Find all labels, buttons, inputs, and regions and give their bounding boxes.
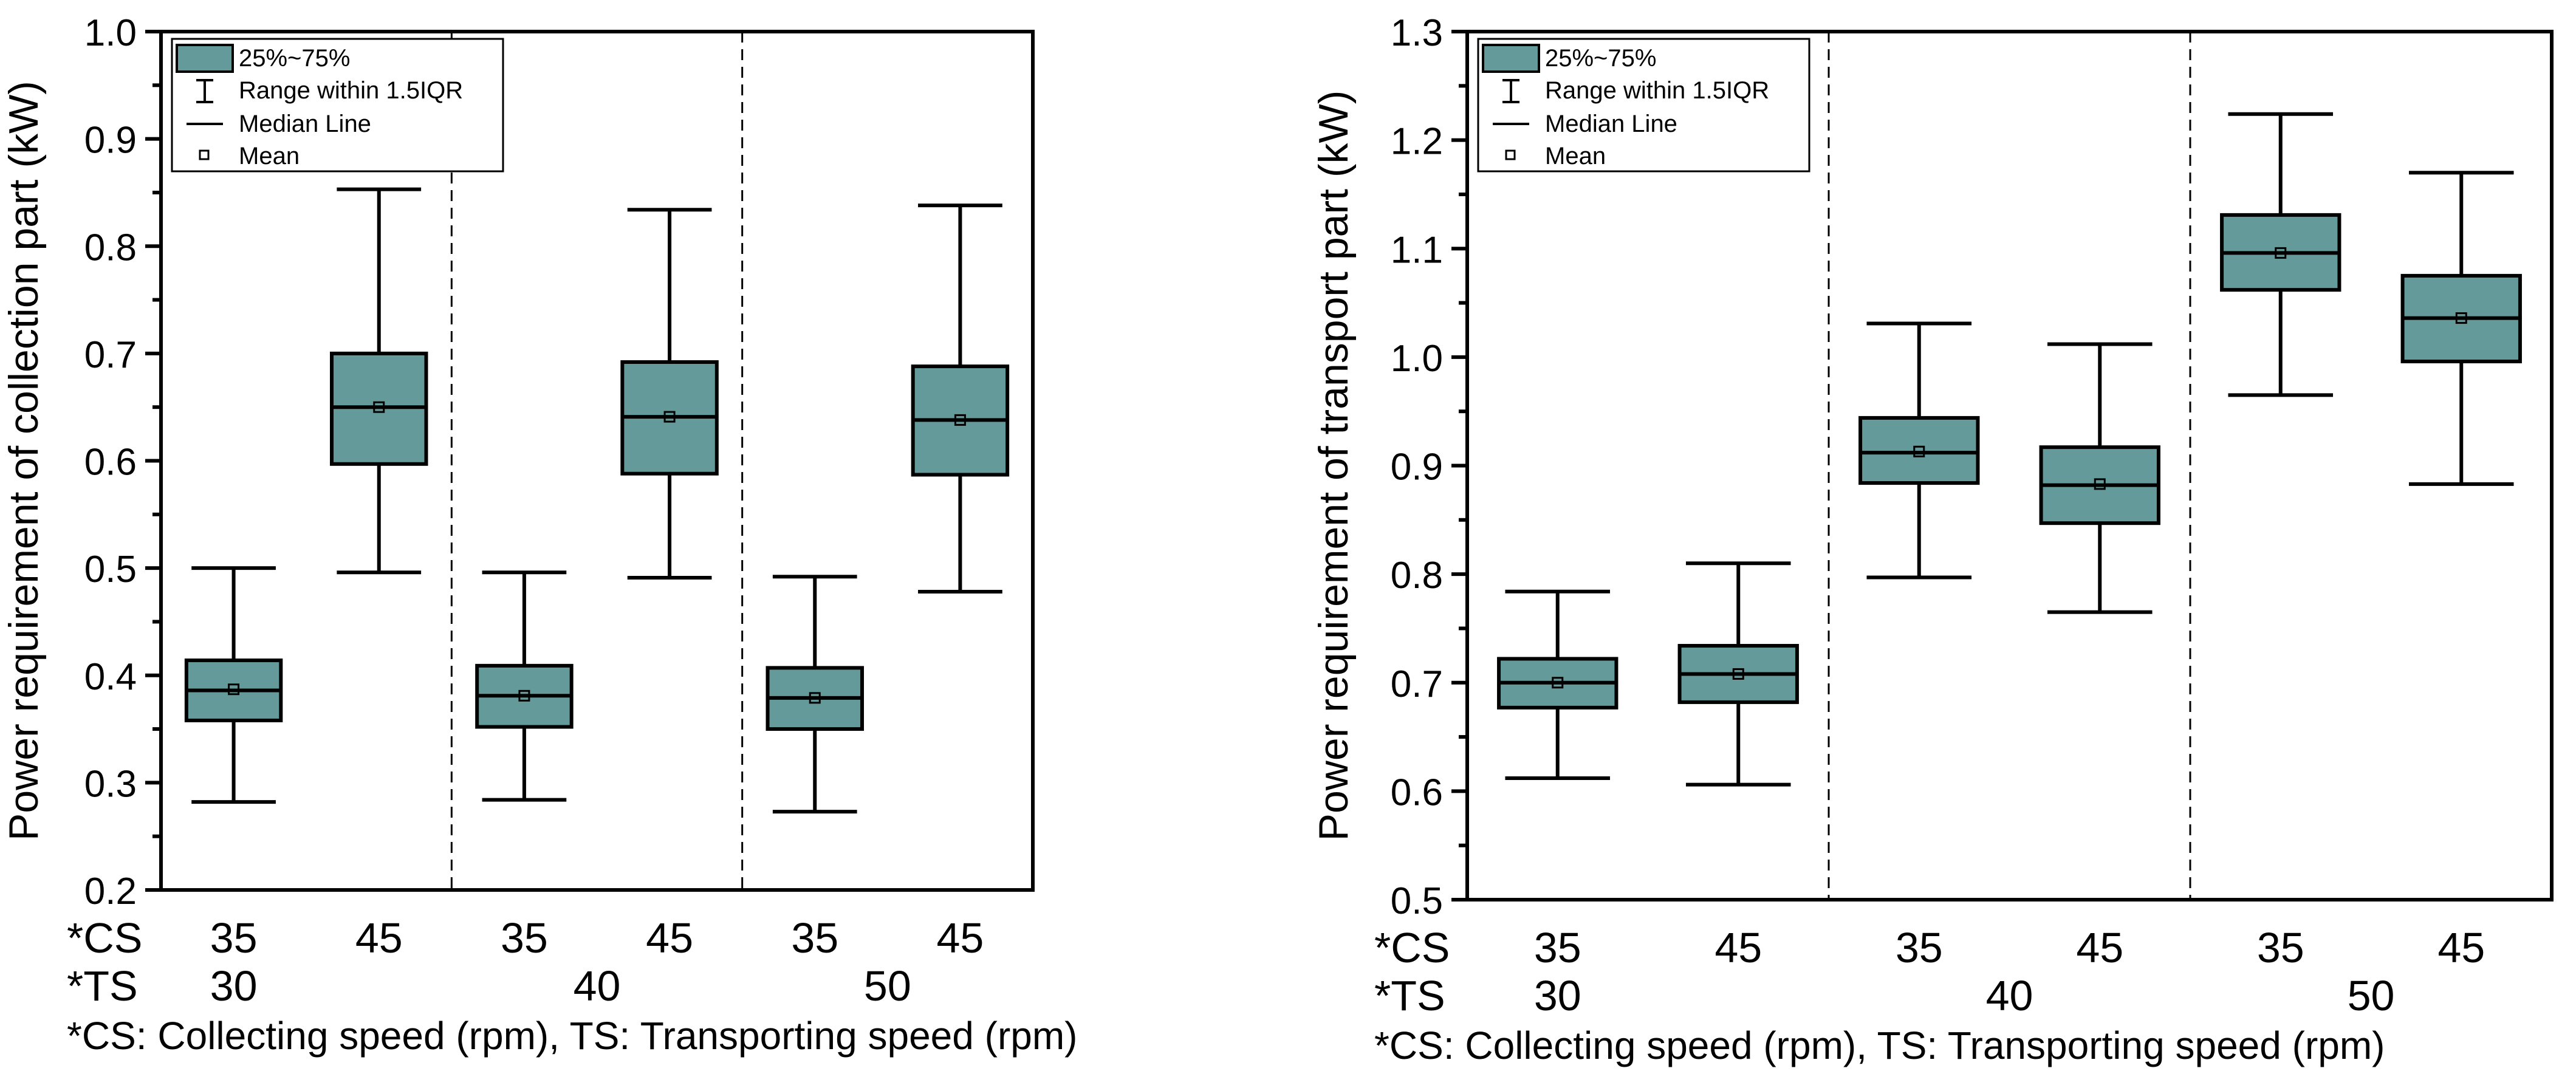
cs-tick-label: 35 [210, 914, 258, 962]
mean-marker [1913, 445, 1925, 457]
legend-swatch [176, 44, 234, 73]
y-tick-label: 1.1 [1391, 229, 1443, 271]
y-tick-label: 0.4 [84, 656, 137, 698]
y-tick-label: 0.7 [1391, 663, 1443, 705]
box-ts30-cs45 [330, 187, 428, 575]
box-ts50-cs45 [2400, 171, 2522, 486]
y-tick-label: 0.6 [84, 442, 137, 484]
cs-tick-label: 35 [1534, 924, 1581, 971]
cs-tick-label: 45 [2437, 924, 2485, 971]
footnote: *CS: Collecting speed (rpm), TS: Transpo… [1374, 1024, 2385, 1067]
legend-swatch [1482, 44, 1540, 73]
cs-tick-label: 35 [2257, 924, 2304, 971]
y-tick-label: 0.8 [84, 227, 137, 269]
footnote: *CS: Collecting speed (rpm), TS: Transpo… [67, 1014, 1077, 1058]
y-tick-label: 1.0 [1391, 338, 1443, 380]
y-tick-label: 0.3 [84, 763, 137, 805]
legend-label: 25%~75% [1545, 45, 1656, 72]
legend-mean-marker [199, 149, 210, 160]
legend-label: Median Line [1545, 111, 1677, 137]
mean-marker [373, 401, 385, 413]
ts-tick-label: 30 [210, 962, 258, 1010]
box-ts40-cs35 [1858, 321, 1980, 580]
legend-mean-marker [1505, 149, 1516, 160]
box-ts30-cs35 [1497, 589, 1619, 780]
chart-panel-1: 0.2 0.3 0.4 0.5 0.6 0.7 0.8 0.9 1.0 Power require… [1, 12, 1077, 1058]
cs-tick-label: 45 [1714, 924, 1762, 971]
cs-tick-label: 45 [646, 914, 693, 962]
cs-tick-label: 45 [355, 914, 403, 962]
cs-tick-label: 45 [936, 914, 984, 962]
y-tick-label: 1.3 [1391, 12, 1443, 54]
ts-tick-label: 50 [2348, 972, 2395, 1019]
ts-row-label: *TS [67, 962, 138, 1010]
ts-tick-label: 40 [574, 962, 621, 1010]
y-tick-label: 1.0 [84, 12, 137, 54]
cs-row-label: *CS [1374, 924, 1450, 971]
y-tick-label: 0.9 [1391, 446, 1443, 488]
mean-marker [1552, 677, 1564, 689]
legend: 25%~75% Range within 1.5IQR Median Line Mea… [171, 38, 504, 173]
box-ts50-cs45 [911, 204, 1010, 594]
mean-marker [2455, 312, 2467, 324]
mean-marker [1732, 668, 1744, 680]
plot-frame [159, 30, 1035, 892]
mean-marker [809, 692, 821, 704]
y-axis-title: Power requirement of collection part (kW… [1, 81, 47, 841]
box-ts40-cs45 [2039, 342, 2160, 614]
legend-label: Mean [239, 143, 300, 169]
ts-row-label: *TS [1374, 972, 1445, 1019]
legend: 25%~75% Range within 1.5IQR Median Line Mea… [1477, 38, 1810, 173]
mean-marker [663, 411, 676, 423]
legend-label: Mean [1545, 143, 1606, 169]
mean-marker [2094, 478, 2106, 490]
box-ts30-cs35 [184, 566, 283, 804]
plot-frame [1465, 30, 2554, 902]
ts-tick-label: 40 [1986, 972, 2033, 1019]
chart-panel-2: 0.5 0.6 0.7 0.8 0.9 1.0 1.1 1.2 1.3 Power require… [1310, 12, 2554, 1067]
box-ts40-cs45 [620, 208, 719, 580]
mean-marker [228, 683, 240, 696]
y-tick-label: 1.2 [1391, 121, 1443, 163]
mean-marker [2275, 247, 2287, 259]
y-tick-label: 0.9 [84, 120, 137, 162]
cs-tick-label: 35 [501, 914, 548, 962]
box-ts40-cs35 [475, 570, 574, 802]
legend-label: Range within 1.5IQR [239, 77, 463, 104]
legend-label: 25%~75% [239, 45, 350, 72]
legend-label: Median Line [239, 111, 371, 137]
ts-tick-label: 30 [1534, 972, 1581, 1019]
cs-row-label: *CS [67, 914, 142, 962]
y-tick-label: 0.8 [1391, 555, 1443, 597]
y-tick-label: 0.5 [1391, 880, 1443, 922]
box-ts50-cs35 [2220, 112, 2341, 397]
cs-tick-label: 35 [1896, 924, 1943, 971]
cs-tick-label: 45 [2076, 924, 2123, 971]
mean-marker [518, 689, 530, 702]
ts-tick-label: 50 [864, 962, 911, 1010]
y-axis-title: Power requirement of transport part (kW) [1310, 91, 1357, 841]
legend-label: Range within 1.5IQR [1545, 77, 1769, 104]
y-tick-label: 0.7 [84, 334, 137, 376]
y-tick-label: 0.6 [1391, 772, 1443, 813]
mean-marker [954, 414, 966, 426]
box-ts50-cs35 [766, 575, 864, 814]
y-tick-label: 0.5 [84, 549, 137, 590]
y-tick-label: 0.2 [84, 871, 137, 912]
iqr-box [1858, 416, 1980, 485]
box-ts30-cs45 [1677, 561, 1799, 787]
cs-tick-label: 35 [791, 914, 838, 962]
